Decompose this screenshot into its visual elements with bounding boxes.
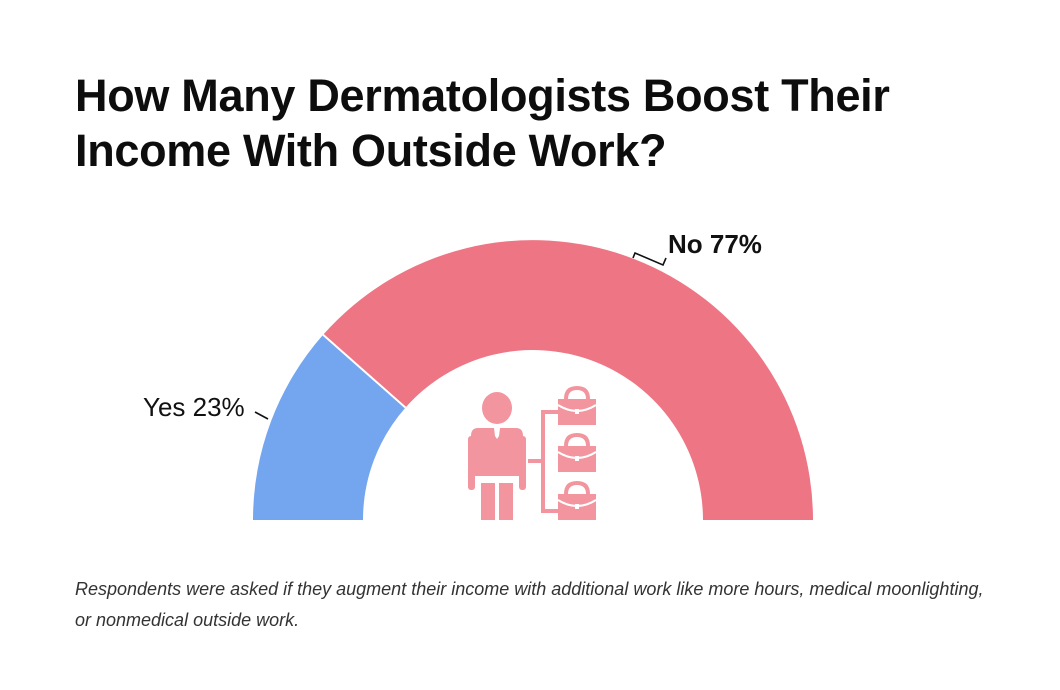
leader-line-no [632,251,667,267]
label-no: No 77% [668,229,762,259]
person-with-briefcases-icon [468,385,597,520]
slice-yes [253,334,406,520]
slice-no [323,240,813,520]
leader-line-yes [254,411,269,420]
slice-separator [322,334,407,409]
label-yes: Yes 23% [143,392,245,422]
chart-title: How Many Dermatologists Boost Their Inco… [75,70,890,176]
chart-caption: Respondents were asked if they augment t… [75,579,984,630]
